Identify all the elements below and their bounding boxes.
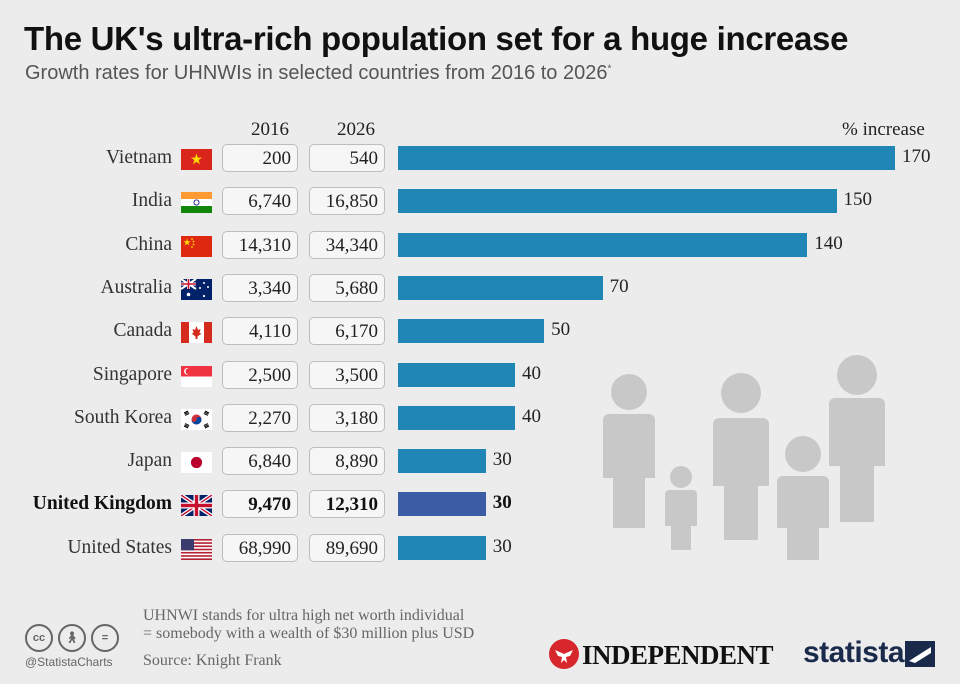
bar — [398, 449, 486, 474]
category-label: Canada — [113, 320, 172, 342]
value-2026: 3,500 — [309, 360, 385, 389]
data-label: 40 — [521, 405, 541, 427]
page-title: The UK's ultra-rich population set for a… — [24, 20, 849, 57]
flag-icon-japan — [181, 452, 212, 474]
chart-row-vietnam: Vietnam 200 540 170 — [0, 144, 960, 176]
value-2026: 5,680 — [309, 273, 385, 302]
chart-row-canada: Canada 4,110 6,170 50 — [0, 317, 960, 349]
value-2026: 3,180 — [309, 403, 385, 432]
value-2016: 6,840 — [222, 447, 298, 476]
category-label: United Kingdom — [32, 493, 172, 515]
bar — [398, 535, 486, 560]
chart-row-south-korea: South Korea 2,270 3,180 40 — [0, 403, 960, 436]
category-label: China — [125, 233, 172, 255]
category-label: Japan — [127, 450, 172, 472]
chart-row-united-kingdom: United Kingdom 9,470 12,310 30 — [0, 490, 960, 522]
data-label: 50 — [551, 319, 571, 341]
eagle-icon — [549, 639, 579, 669]
data-label: 140 — [814, 232, 843, 254]
statista-handle[interactable]: @StatistaCharts — [25, 655, 113, 669]
bar — [398, 319, 545, 344]
footnote-line-2: = somebody with a wealth of $30 million … — [143, 625, 475, 642]
value-2016: 6,740 — [222, 187, 298, 216]
independent-logo: INDEPENDENT — [582, 640, 774, 670]
category-label: South Korea — [73, 406, 172, 428]
subtitle-text: Growth rates for UHNWIs in selected coun… — [25, 62, 608, 84]
bar — [398, 146, 895, 170]
value-2026: 12,310 — [309, 490, 385, 519]
flag-icon-vietnam — [181, 149, 212, 170]
column-header-2026: 2026 — [337, 119, 375, 140]
category-label: Vietnam — [106, 147, 172, 168]
value-2016: 68,990 — [222, 533, 298, 562]
source-note: Source: Knight Frank — [143, 652, 282, 669]
chart-row-japan: Japan 6,840 8,890 30 — [0, 447, 960, 479]
column-header-2016: 2016 — [251, 119, 289, 140]
data-label: 150 — [843, 189, 873, 211]
category-label: India — [131, 190, 172, 212]
data-label: 40 — [521, 362, 541, 384]
no-derivatives-icon: = — [91, 624, 119, 652]
value-2016: 2,270 — [222, 403, 298, 432]
flag-icon-china — [181, 235, 212, 257]
people-illustration — [603, 355, 885, 560]
footnote-line-1: UHNWI stands for ultra high net worth in… — [143, 607, 465, 624]
value-2016: 4,110 — [222, 317, 298, 346]
footnote: UHNWI stands for ultra high net worth in… — [143, 607, 474, 643]
subtitle-footnote-marker: * — [607, 63, 612, 75]
flag-icon-canada — [181, 322, 212, 344]
category-label: Australia — [100, 276, 172, 298]
bar — [398, 362, 515, 387]
chart-row-singapore: Singapore 2,500 3,500 40 — [0, 360, 960, 393]
page-subtitle: Growth rates for UHNWIs in selected coun… — [25, 62, 611, 85]
value-2026: 6,170 — [309, 317, 385, 346]
flag-icon-india — [181, 192, 212, 214]
chart-row-united-states: United States 68,990 89,690 30 — [0, 533, 960, 566]
flag-icon-united-states — [181, 538, 212, 560]
data-label: 70 — [609, 275, 629, 297]
data-label: 30 — [492, 449, 512, 471]
bar — [398, 275, 603, 300]
data-label: 30 — [492, 535, 512, 557]
value-2026: 8,890 — [309, 447, 385, 476]
chart-row-china: China 14,310 34,340 140 — [0, 230, 960, 263]
column-header-increase: % increase — [842, 119, 925, 140]
value-2016: 9,470 — [222, 490, 298, 519]
flag-icon-united-kingdom — [181, 495, 212, 517]
chart-row-australia: Australia 3,340 5,680 70 — [0, 273, 960, 306]
flag-icon-south-korea — [181, 408, 212, 430]
value-2016: 2,500 — [222, 360, 298, 389]
bar — [398, 405, 515, 430]
value-2016: 14,310 — [222, 230, 298, 259]
bar — [398, 492, 486, 517]
chart-row-india: India 6,740 16,850 150 — [0, 187, 960, 219]
value-2016: 3,340 — [222, 273, 298, 302]
category-label: Singapore — [92, 363, 172, 385]
statista-logo: statista — [803, 636, 905, 669]
value-2026: 34,340 — [309, 230, 385, 259]
value-2016: 200 — [222, 144, 298, 172]
bar — [398, 232, 808, 257]
value-2026: 540 — [309, 144, 385, 172]
flag-icon-australia — [181, 278, 212, 300]
flag-icon-singapore — [181, 365, 212, 387]
statista-mark-icon — [905, 641, 935, 667]
bar — [398, 189, 837, 214]
data-label: 170 — [902, 146, 931, 167]
cc-icon: cc — [25, 624, 53, 652]
value-2026: 16,850 — [309, 187, 385, 216]
data-label: 30 — [492, 492, 512, 514]
license-icons: cc 🚶︎ = — [25, 624, 124, 652]
category-label: United States — [67, 536, 172, 558]
value-2026: 89,690 — [309, 533, 385, 562]
attribution-icon: 🚶︎ — [58, 624, 86, 652]
